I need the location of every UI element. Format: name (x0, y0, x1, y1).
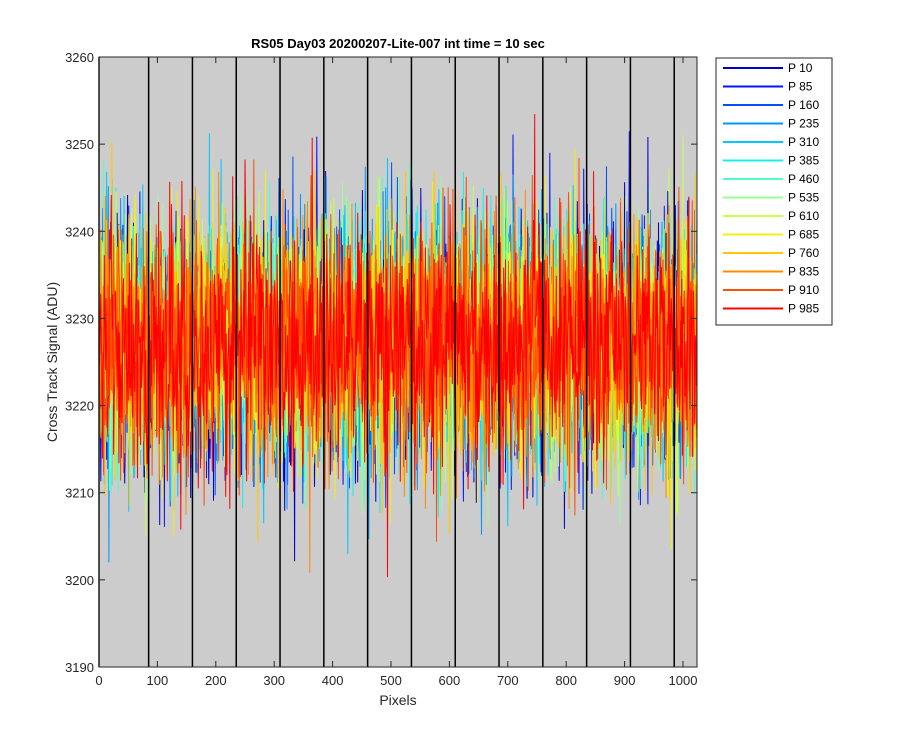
plot-frame (98, 56, 698, 668)
y-tick-label: 3260 (65, 50, 94, 65)
legend-label: P 685 (788, 228, 819, 242)
legend-label: P 460 (788, 172, 819, 186)
data-layer (98, 114, 698, 578)
y-tick-label: 3230 (65, 311, 94, 326)
legend-label: P 535 (788, 191, 819, 205)
x-tick-label: 200 (205, 673, 227, 688)
x-tick-label: 400 (322, 673, 344, 688)
legend-label: P 235 (788, 117, 819, 131)
x-tick-label: 500 (380, 673, 402, 688)
tick-layer: 0 100 200 300 400 500 600 700 800 900 1000 3190 3200… (65, 50, 697, 688)
y-tick-label: 3200 (65, 573, 94, 588)
y-tick-label: 3250 (65, 137, 94, 152)
legend-label: P 910 (788, 283, 819, 297)
legend-label: P 310 (788, 135, 819, 149)
x-tick-label: 600 (439, 673, 461, 688)
legend-box (715, 57, 833, 326)
legend-label: P 385 (788, 154, 819, 168)
x-tick-label: 100 (147, 673, 169, 688)
legend: P 10 P 85 P 160 P 235 P 310 P 385 P 460 P 535 P … (715, 57, 833, 326)
y-tick-label: 3210 (65, 486, 94, 501)
x-tick-label: 700 (497, 673, 519, 688)
legend-label: P 160 (788, 98, 819, 112)
x-axis-label: Pixels (379, 692, 416, 708)
series-line-p-985 (98, 114, 698, 578)
legend-label: P 985 (788, 302, 819, 316)
legend-label: P 85 (788, 80, 813, 94)
y-axis-label: Cross Track Signal (ADU) (44, 282, 60, 442)
x-tick-label: 300 (263, 673, 285, 688)
x-tick-label: 800 (555, 673, 577, 688)
legend-label: P 835 (788, 265, 819, 279)
y-tick-label: 3240 (65, 224, 94, 239)
x-tick-label: 1000 (669, 673, 698, 688)
y-tick-label: 3220 (65, 399, 94, 414)
x-tick-label: 900 (614, 673, 636, 688)
chart-title: RS05 Day03 20200207-Lite-007 int time = … (251, 36, 545, 51)
y-tick-label: 3190 (65, 660, 94, 675)
x-tick-label: 0 (95, 673, 102, 688)
legend-label: P 760 (788, 246, 819, 260)
legend-label: P 10 (788, 61, 813, 75)
legend-label: P 610 (788, 209, 819, 223)
